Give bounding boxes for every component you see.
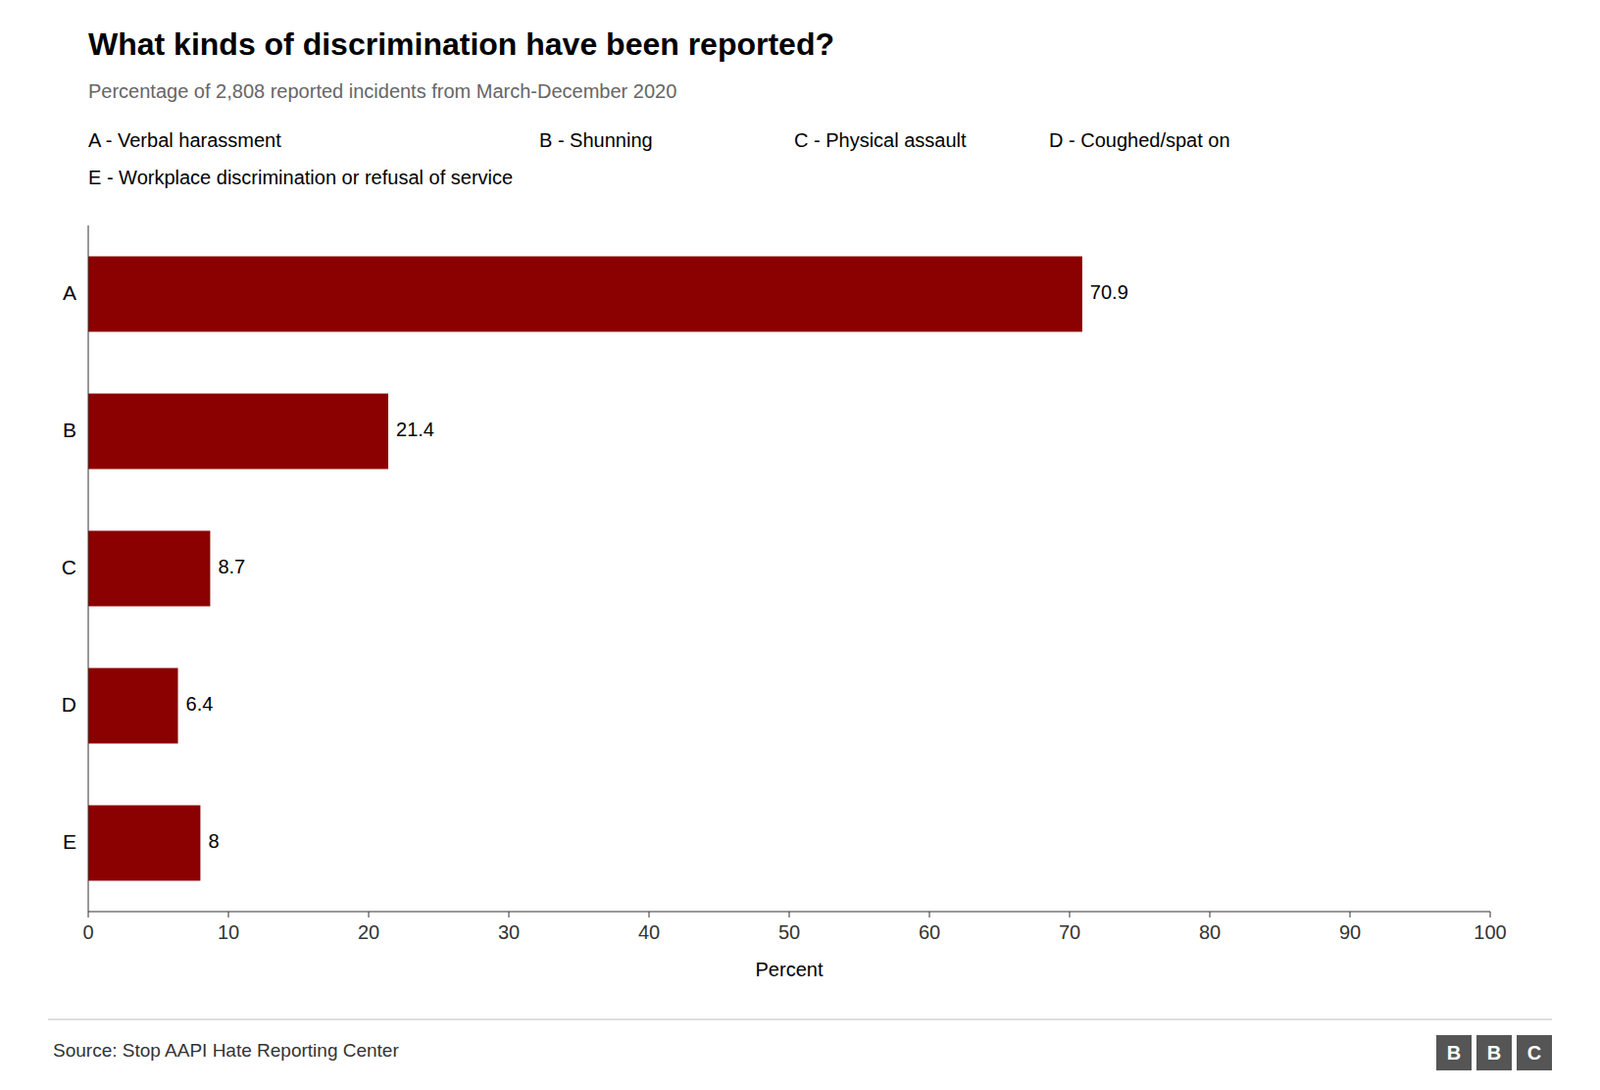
chart-container: What kinds of discrimination have been r… xyxy=(0,0,1600,1090)
category-label: B xyxy=(62,418,77,442)
x-tick xyxy=(929,911,931,918)
logo-box xyxy=(1476,1035,1512,1071)
category-key: C - Physical assault xyxy=(794,129,967,151)
logo-box xyxy=(1436,1035,1472,1071)
x-axis-label: Percent xyxy=(755,958,824,981)
x-tick xyxy=(88,911,90,918)
bar xyxy=(88,256,1083,333)
y-axis-line xyxy=(88,225,90,912)
category-key: E - Workplace discrimination or refusal … xyxy=(88,166,513,189)
x-tick-label: 60 xyxy=(918,921,941,944)
x-tick-label: 30 xyxy=(498,921,520,944)
category-label: D xyxy=(61,693,77,716)
x-tick-label: 50 xyxy=(778,921,800,944)
title: What kinds of discrimination have been r… xyxy=(88,26,835,62)
x-tick xyxy=(649,911,650,918)
chart-svg: What kinds of discrimination have been r… xyxy=(0,0,1600,1090)
data-label: 70.9 xyxy=(1090,281,1129,303)
logo: BBC xyxy=(1436,1035,1552,1071)
logo-letter: B xyxy=(1447,1042,1461,1064)
footer-rule xyxy=(48,1019,1552,1021)
category-key: D - Coughed/spat on xyxy=(1049,129,1231,151)
x-tick-label: 20 xyxy=(357,921,380,944)
x-tick xyxy=(368,911,370,918)
data-label: 6.4 xyxy=(186,693,214,715)
x-tick xyxy=(508,911,510,918)
bar xyxy=(88,531,210,607)
x-tick xyxy=(789,911,791,918)
category-key: A - Verbal harassment xyxy=(88,129,282,151)
subtitle: Percentage of 2,808 reported incidents f… xyxy=(88,80,677,102)
category-label: E xyxy=(62,830,77,853)
x-tick-label: 10 xyxy=(217,921,240,944)
x-tick xyxy=(1209,911,1211,918)
category-label: A xyxy=(62,281,77,304)
x-tick-label: 70 xyxy=(1058,921,1081,944)
data-label: 8.7 xyxy=(217,555,246,578)
background xyxy=(0,0,1600,1090)
bar xyxy=(88,668,179,745)
bar xyxy=(88,394,389,470)
x-tick-label: 40 xyxy=(638,921,660,944)
x-tick xyxy=(1490,911,1492,918)
x-tick-label: 80 xyxy=(1199,921,1221,944)
logo-letter: B xyxy=(1487,1042,1501,1064)
x-tick xyxy=(228,911,230,918)
category-key: B - Shunning xyxy=(539,129,653,151)
x-tick-label: 0 xyxy=(82,921,94,944)
bars xyxy=(88,256,1083,882)
bar xyxy=(88,805,200,882)
x-tick-label: 100 xyxy=(1473,921,1506,944)
data-label: 21.4 xyxy=(396,418,435,441)
data-label: 8 xyxy=(207,830,219,852)
logo-letter: C xyxy=(1527,1042,1542,1064)
category-label: C xyxy=(61,555,77,579)
logo-box xyxy=(1516,1035,1552,1071)
source: Source: Stop AAPI Hate Reporting Center xyxy=(52,1040,400,1061)
x-tick xyxy=(1069,911,1071,918)
x-tick-label: 90 xyxy=(1339,921,1361,944)
x-tick xyxy=(1350,911,1351,918)
